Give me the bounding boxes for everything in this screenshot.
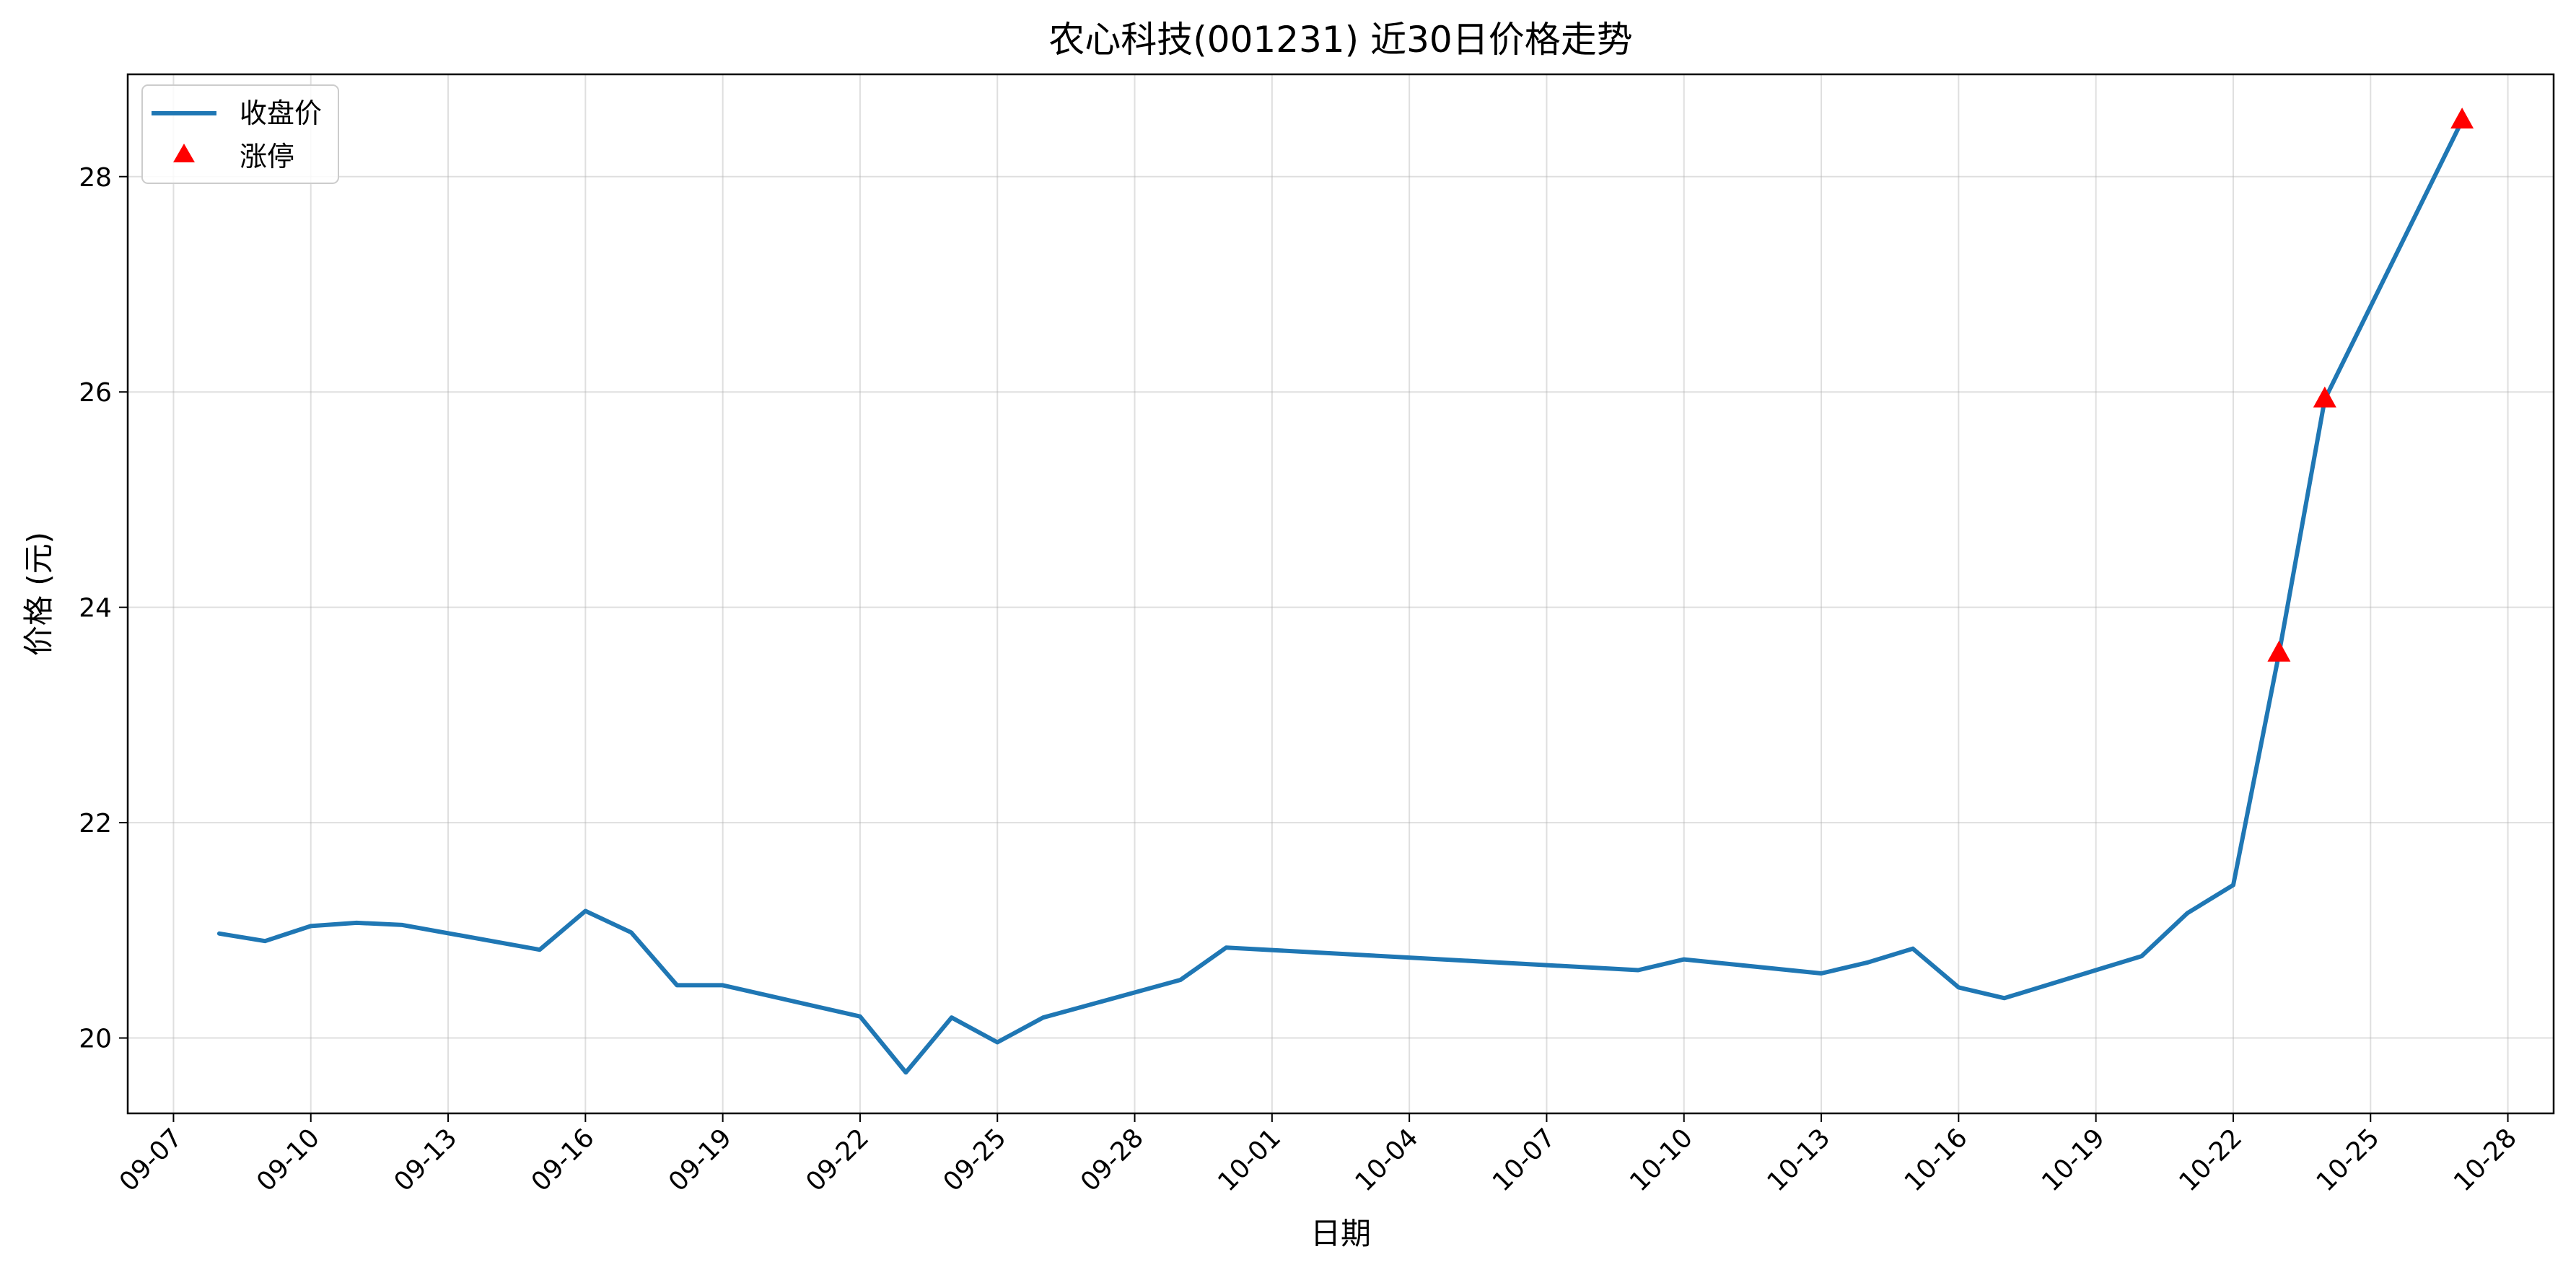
x-axis-label: 日期 bbox=[1310, 1216, 1371, 1251]
legend-triangle-swatch bbox=[173, 144, 195, 162]
y-axis: 20 22 24 26 28 bbox=[79, 163, 128, 1054]
y-tick-label: 26 bbox=[79, 378, 112, 408]
y-axis-label: 价格 (元) bbox=[21, 532, 56, 656]
legend-label-close: 收盘价 bbox=[240, 97, 322, 129]
y-tick-label: 28 bbox=[79, 163, 112, 193]
limit-up-marker bbox=[2267, 640, 2291, 662]
limit-up-marker bbox=[2450, 108, 2474, 129]
limit-up-marker bbox=[2313, 386, 2336, 408]
grid-lines bbox=[128, 74, 2554, 1113]
series-layer bbox=[216, 108, 2474, 1075]
legend-label-limit-up: 涨停 bbox=[240, 141, 294, 172]
y-tick-label: 22 bbox=[79, 809, 112, 838]
plot-frame bbox=[126, 73, 2555, 1115]
legend: 收盘价 涨停 bbox=[141, 84, 339, 184]
y-tick-label: 24 bbox=[79, 594, 112, 623]
chart-title: 农心科技(001231) 近30日价格走势 bbox=[1048, 19, 1632, 61]
close-price-line bbox=[216, 118, 2465, 1075]
y-tick-label: 20 bbox=[79, 1025, 112, 1054]
